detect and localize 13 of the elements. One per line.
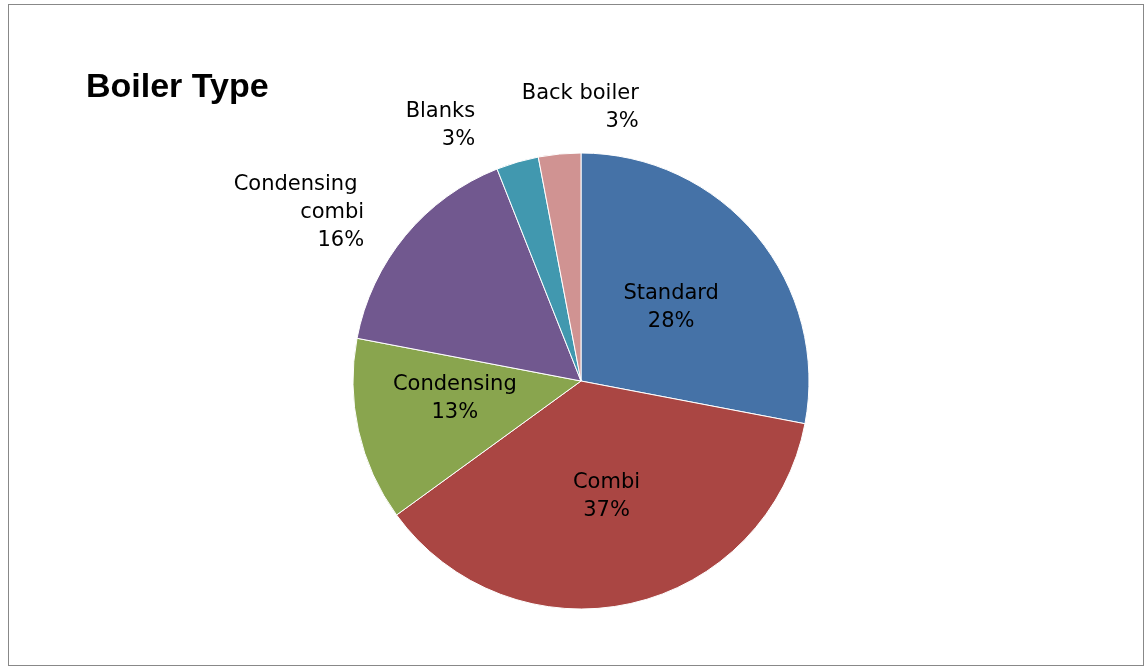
slice-label: Back boiler (521, 80, 640, 105)
data-label: 3% (441, 126, 476, 151)
slice-label: Standard (623, 280, 719, 305)
slice-label: Condensing combi (233, 170, 365, 223)
data-label: 3% (605, 108, 639, 133)
slice-label: Blanks (405, 98, 476, 123)
chart-title: Boiler Type (86, 66, 269, 104)
data-label: 16% (317, 226, 365, 251)
data-label: 13% (431, 398, 479, 423)
data-label: 37% (583, 497, 630, 522)
slice-label: Condensing (392, 370, 517, 395)
data-label: 28% (647, 308, 695, 333)
slice-label: Combi (572, 469, 641, 494)
